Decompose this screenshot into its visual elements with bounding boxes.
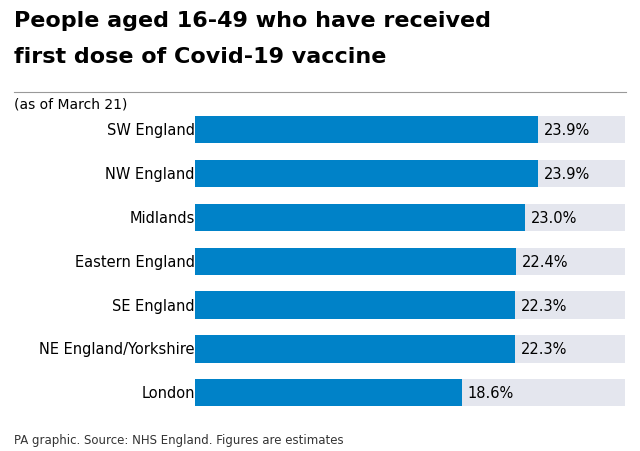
Text: Midlands: Midlands (129, 210, 195, 225)
Text: (as of March 21): (as of March 21) (14, 97, 127, 111)
Bar (195, 116, 625, 144)
Text: Eastern England: Eastern England (75, 254, 195, 269)
Text: 22.4%: 22.4% (522, 254, 568, 269)
Bar (195, 336, 515, 363)
Text: SW England: SW England (107, 123, 195, 138)
Text: first dose of Covid-19 vaccine: first dose of Covid-19 vaccine (14, 47, 387, 67)
Bar (195, 379, 625, 407)
Text: PA graphic. Source: NHS England. Figures are estimates: PA graphic. Source: NHS England. Figures… (14, 433, 344, 446)
Text: London: London (141, 386, 195, 400)
Text: 23.0%: 23.0% (531, 210, 577, 225)
Text: NW England: NW England (105, 166, 195, 181)
Bar (195, 161, 538, 188)
Bar (195, 161, 625, 188)
Text: 23.9%: 23.9% (543, 123, 590, 138)
Bar (195, 336, 625, 363)
Bar (195, 292, 515, 319)
Text: People aged 16-49 who have received: People aged 16-49 who have received (14, 11, 491, 31)
Text: 23.9%: 23.9% (543, 166, 590, 181)
Bar (195, 292, 625, 319)
Text: 22.3%: 22.3% (520, 298, 567, 313)
Bar (195, 204, 625, 231)
Text: SE England: SE England (112, 298, 195, 313)
Text: 18.6%: 18.6% (468, 386, 514, 400)
Bar (195, 248, 516, 275)
Bar (195, 379, 462, 407)
Text: 22.3%: 22.3% (520, 342, 567, 357)
Bar (195, 204, 525, 231)
Bar (195, 116, 538, 144)
Bar (195, 248, 625, 275)
Text: NE England/Yorkshire: NE England/Yorkshire (39, 342, 195, 357)
